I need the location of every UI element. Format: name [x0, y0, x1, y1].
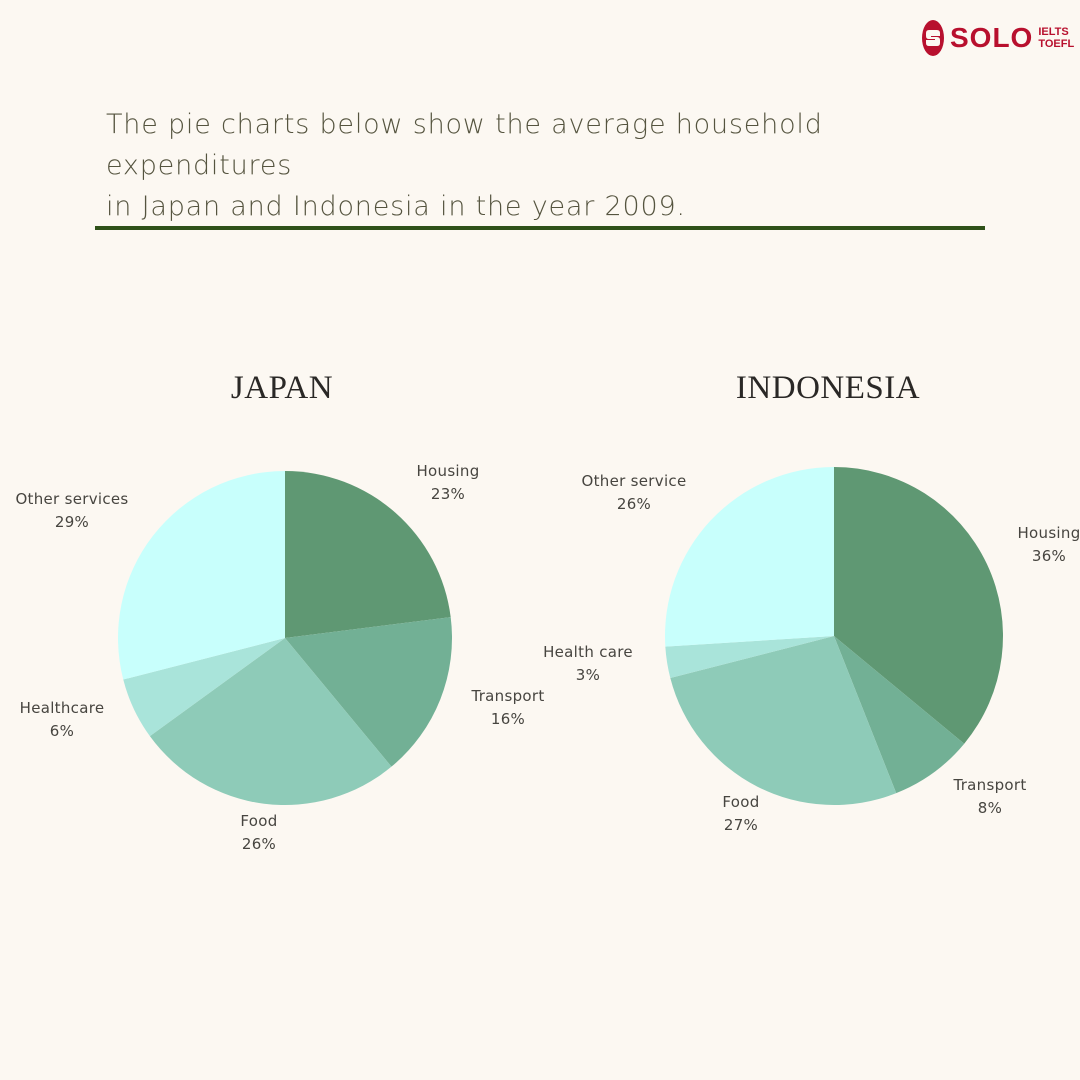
slice-label: Health care [543, 643, 633, 661]
slice-value-label: 26% [617, 495, 651, 513]
slice-label: Housing [416, 462, 479, 480]
slice-value-label: 16% [491, 710, 525, 728]
pie-slice-housing [834, 467, 1003, 744]
slice-label: Transport [470, 687, 544, 705]
brand-sub: IELTS TOEFL [1038, 26, 1074, 50]
slice-label: Healthcare [20, 699, 105, 717]
slice-label: Transport [952, 776, 1026, 794]
pie-slice-other-services [118, 471, 285, 680]
brand-logo: SOLO IELTS TOEFL [922, 18, 1074, 58]
chart-title-1: INDONESIA [736, 370, 920, 406]
pie-slice-transport [834, 636, 965, 794]
slice-value-label: 26% [242, 835, 276, 853]
brand-sub-ielts: IELTS [1038, 26, 1069, 38]
slice-value-label: 27% [724, 816, 758, 834]
pie-slice-housing [285, 471, 451, 638]
pie-slice-other-service [664, 467, 834, 647]
slice-label: Food [240, 812, 277, 830]
chart-title-0: JAPAN [231, 370, 333, 406]
headline-line-1: The pie charts below show the average ho… [106, 109, 823, 181]
headline: The pie charts below show the average ho… [106, 104, 1006, 227]
pie-slice-food [670, 636, 897, 805]
headline-line-2: in Japan and Indonesia in the year 2009. [106, 191, 686, 222]
solo-logo-icon [922, 20, 944, 56]
slice-label: Other services [15, 490, 128, 508]
slice-label: Other service [582, 472, 687, 490]
slice-value-label: 29% [55, 513, 89, 531]
slice-value-label: 23% [431, 485, 465, 503]
slice-value-label: 8% [978, 799, 1002, 817]
slice-label: Food [722, 793, 759, 811]
pie-slice-food [149, 638, 392, 806]
divider [95, 226, 985, 230]
slice-value-label: 36% [1032, 547, 1066, 565]
slice-value-label: 3% [576, 666, 600, 684]
pie-slice-healthcare [123, 638, 285, 737]
pie-slice-health-care [665, 636, 834, 679]
slice-label: Housing [1017, 524, 1080, 542]
pie-slice-transport [285, 617, 452, 767]
brand-sub-toefl: TOEFL [1038, 38, 1075, 50]
slice-value-label: 6% [50, 722, 74, 740]
brand-name: SOLO [950, 22, 1034, 53]
